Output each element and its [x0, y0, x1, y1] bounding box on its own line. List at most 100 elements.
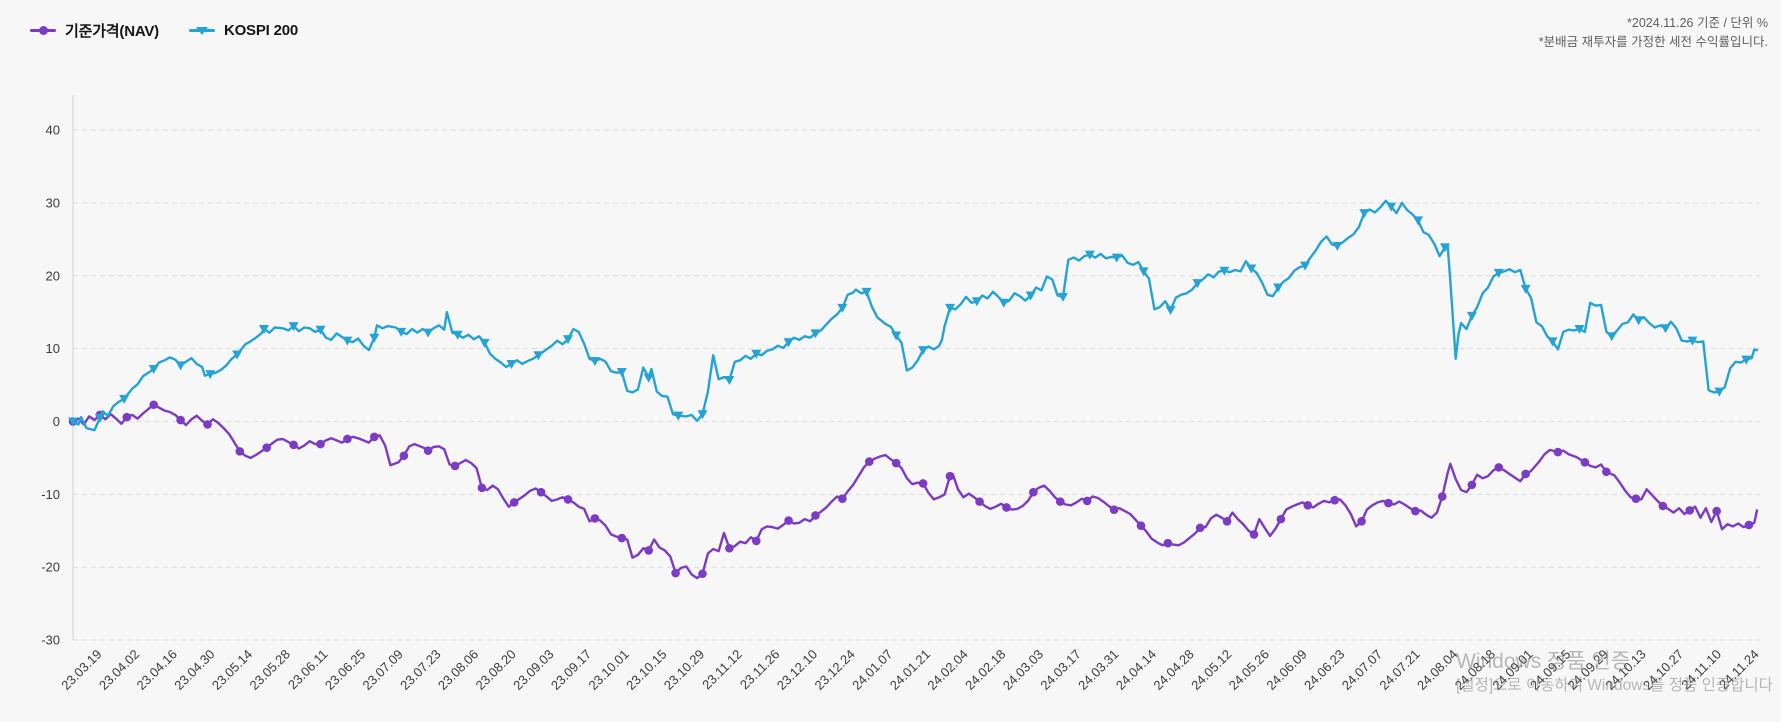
- kospi200-point-marker: [342, 336, 353, 346]
- x-axis-tick-label: 23.07.09: [360, 647, 406, 693]
- kospi200-point-marker: [396, 327, 407, 337]
- nav-point-marker: [975, 497, 984, 506]
- x-axis-tick-label: 24.06.09: [1263, 647, 1309, 693]
- nav-point-marker: [1631, 494, 1641, 504]
- series-line-nav: [71, 403, 1759, 580]
- nav-point-marker: [590, 514, 600, 523]
- kospi200-point-marker: [148, 365, 159, 375]
- x-axis-tick-label: 23.10.15: [623, 647, 669, 693]
- nav-point-marker: [751, 536, 761, 546]
- kospi200-point-marker: [175, 361, 186, 371]
- x-axis-tick-label: 24.04.14: [1113, 647, 1159, 693]
- kospi200-point-marker: [1025, 291, 1036, 301]
- nav-point-marker: [644, 546, 653, 555]
- kospi200-point-marker: [315, 325, 326, 335]
- nav-point-marker: [1303, 500, 1313, 510]
- x-axis-tick-label: 23.09.17: [548, 647, 594, 693]
- nav-point-marker: [176, 415, 185, 425]
- x-axis-tick-label: 24.02.04: [924, 647, 970, 693]
- x-axis-tick-label: 23.08.06: [435, 647, 481, 693]
- kospi200-point-marker: [506, 359, 517, 369]
- x-axis-tick-label: 24.10.27: [1640, 647, 1686, 693]
- nav-point-marker: [1055, 497, 1065, 506]
- kospi200-point-marker: [1413, 216, 1424, 226]
- kospi200-point-marker: [751, 349, 762, 359]
- kospi200-point-marker: [119, 394, 130, 404]
- nav-point-marker: [563, 495, 573, 504]
- nav-point-marker: [1658, 501, 1668, 511]
- nav-point-marker: [1685, 506, 1695, 515]
- kospi200-point-marker: [944, 303, 955, 313]
- nav-point-marker: [1602, 467, 1611, 477]
- nav-point-marker: [122, 412, 132, 422]
- chart-footnotes: *2024.11.26 기준 / 단위 % *분배금 재투자를 가정한 세전 수…: [1539, 14, 1768, 52]
- kospi200-point-marker: [861, 287, 872, 297]
- kospi200-point-marker: [724, 375, 735, 385]
- kospi200-point-marker: [94, 413, 105, 423]
- kospi200-point-marker: [562, 335, 573, 345]
- kospi200-point-marker: [837, 303, 848, 313]
- legend-item-kospi200[interactable]: KOSPI 200: [188, 22, 298, 39]
- x-axis-tick-label: 23.10.01: [586, 647, 632, 693]
- kospi200-point-marker: [918, 346, 929, 356]
- kospi200-point-marker: [673, 411, 684, 421]
- kospi200-point-marker: [1219, 266, 1230, 276]
- nav-point-marker: [1494, 463, 1504, 472]
- x-axis-tick-label: 24.08.04: [1414, 647, 1460, 693]
- nav-point-marker: [235, 447, 245, 456]
- x-axis-tick-label: 23.04.30: [171, 647, 217, 693]
- x-axis-tick-label: 23.08.20: [473, 647, 519, 693]
- legend-item-nav[interactable]: 기준가격(NAV): [30, 20, 159, 41]
- nav-point-marker: [1437, 492, 1447, 501]
- x-axis-tick-label: 23.12.24: [811, 647, 857, 693]
- nav-point-marker: [399, 451, 409, 461]
- kospi200-point-marker: [589, 357, 600, 367]
- y-axis-tick-label: -30: [41, 633, 60, 648]
- kospi200-point-marker: [288, 322, 299, 332]
- nav-point-marker: [1384, 498, 1393, 508]
- nav-point-marker: [1553, 447, 1563, 457]
- kospi200-point-marker: [1359, 209, 1370, 219]
- nav-line-marker-icon: [30, 26, 56, 36]
- nav-point-marker: [1521, 469, 1530, 479]
- nav-point-marker: [671, 568, 680, 578]
- nav-point-marker: [698, 569, 707, 579]
- y-axis-tick-label: 10: [46, 341, 60, 356]
- nav-point-marker: [1002, 503, 1011, 512]
- x-axis-tick-label: 24.01.07: [849, 647, 895, 693]
- nav-point-marker: [918, 479, 928, 488]
- nav-point-marker: [149, 400, 159, 410]
- x-axis-tick-label: 24.02.18: [962, 647, 1008, 693]
- y-axis-tick-label: -20: [41, 560, 60, 575]
- kospi200-point-marker: [810, 329, 821, 339]
- kospi200-point-marker: [1606, 332, 1617, 342]
- x-axis-tick-label: 23.11.12: [699, 647, 745, 693]
- nav-point-marker: [838, 494, 847, 504]
- x-axis-tick-label: 24.05.26: [1226, 647, 1272, 693]
- x-axis-tick-label: 24.07.21: [1376, 647, 1422, 693]
- kospi200-point-marker: [1439, 243, 1450, 253]
- kospi200-point-marker: [1057, 292, 1068, 302]
- x-axis-tick-label: 23.07.23: [397, 647, 443, 693]
- x-axis-tick-label: 23.10.29: [661, 647, 707, 693]
- y-axis-tick-label: -10: [41, 487, 60, 502]
- kospi200-point-marker: [1687, 336, 1698, 346]
- legend-label-nav: 기준가격(NAV): [65, 23, 159, 40]
- kospi200-point-marker: [452, 330, 463, 340]
- kospi200-point-marker: [1741, 355, 1752, 365]
- kospi200-point-marker: [232, 350, 243, 360]
- x-axis-tick-label: 23.09.03: [510, 647, 556, 693]
- kospi200-point-marker: [1466, 311, 1477, 321]
- kospi200-point-marker: [1165, 306, 1176, 316]
- kospi200-point-marker: [533, 351, 544, 361]
- nav-point-marker: [1357, 517, 1366, 526]
- y-axis-tick-label: 20: [46, 268, 60, 283]
- nav-point-marker: [316, 439, 325, 449]
- nav-point-marker: [262, 443, 271, 453]
- series-line-kospi200: [71, 199, 1759, 432]
- kospi200-point-marker: [643, 373, 654, 383]
- nav-point-marker: [1330, 495, 1339, 505]
- nav-point-marker: [1163, 538, 1173, 548]
